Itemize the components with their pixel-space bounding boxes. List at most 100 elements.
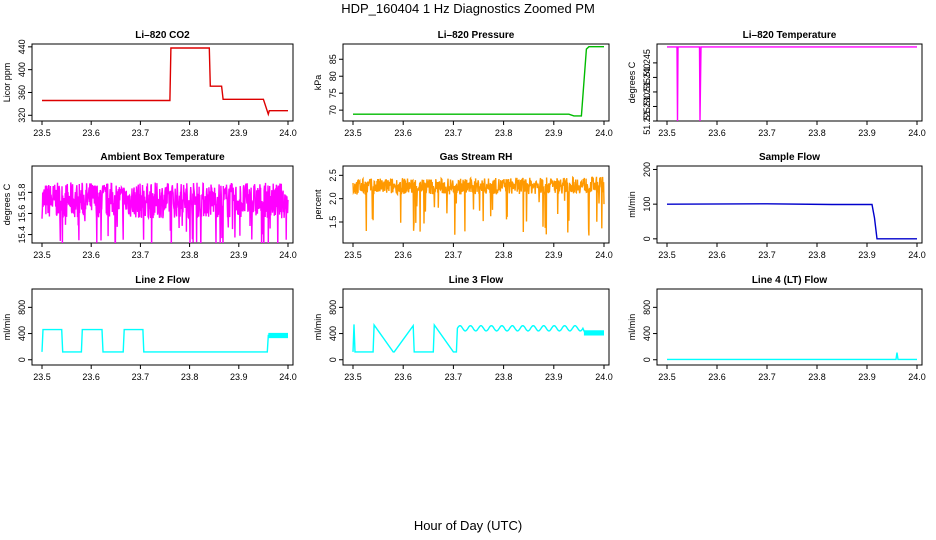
y-tick-label: 0 <box>642 236 652 241</box>
x-tick-label: 24.0 <box>595 128 613 138</box>
x-axis-caption: Hour of Day (UTC) <box>413 518 523 533</box>
x-tick-label: 23.6 <box>394 250 412 260</box>
panel-title: Li–820 CO2 <box>135 30 190 41</box>
y-tick-label: 440 <box>17 39 27 54</box>
chart-panel: Line 4 (LT) Flow 23.5 23.6 23.7 23.8 23.9 24.0… <box>627 275 926 382</box>
y-tick-label: 800 <box>328 300 338 315</box>
plot-frame <box>31 288 294 366</box>
y-tick-label: 80 <box>328 71 338 81</box>
x-tick-label: 23.8 <box>495 128 513 138</box>
chart-panel: Li–820 Temperature 23.5 23.6 23.7 23.8 23.9 24… <box>627 30 926 138</box>
series-line <box>666 203 917 240</box>
y-axis-label: degrees C <box>627 61 637 103</box>
series-line <box>667 352 917 361</box>
y-axis-label: ml/min <box>2 314 12 341</box>
y-tick-label: 800 <box>642 300 652 315</box>
x-tick-label: 23.9 <box>858 372 876 382</box>
x-tick-label: 24.0 <box>595 372 613 382</box>
x-tick-label: 23.7 <box>758 128 776 138</box>
series-line <box>41 328 288 353</box>
x-tick-label: 23.8 <box>181 372 199 382</box>
x-tick-label: 23.5 <box>658 372 676 382</box>
x-tick-label: 23.9 <box>230 128 248 138</box>
y-tick-label: 1.5 <box>328 216 338 229</box>
x-tick-label: 23.6 <box>708 372 726 382</box>
x-tick-label: 23.7 <box>445 372 463 382</box>
x-tick-label: 23.8 <box>808 128 826 138</box>
y-tick-label: 400 <box>642 326 652 341</box>
y-axis-label: degrees C <box>2 183 12 225</box>
panel-title: Line 3 Flow <box>449 275 504 286</box>
x-tick-label: 23.7 <box>132 372 150 382</box>
panel-title: Line 4 (LT) Flow <box>752 275 828 286</box>
series-line <box>352 322 604 353</box>
x-tick-label: 23.7 <box>445 128 463 138</box>
x-tick-label: 23.5 <box>33 250 51 260</box>
y-tick-label: 200 <box>642 162 652 177</box>
x-tick-label: 23.6 <box>82 250 100 260</box>
series-line <box>42 47 288 117</box>
y-tick-label: 75 <box>328 88 338 98</box>
figure-title: HDP_160404 1 Hz Diagnostics Zoomed PM <box>341 1 595 16</box>
x-tick-label: 23.8 <box>181 250 199 260</box>
y-tick-label: 0 <box>328 357 338 362</box>
y-axis-label: ml/min <box>627 314 637 341</box>
x-tick-label: 24.0 <box>908 128 926 138</box>
x-tick-label: 23.6 <box>82 128 100 138</box>
x-tick-label: 23.6 <box>394 128 412 138</box>
x-tick-label: 23.5 <box>658 250 676 260</box>
y-tick-label: 0 <box>17 357 27 362</box>
y-tick-label: 800 <box>17 300 27 315</box>
panel-title: Ambient Box Temperature <box>100 152 225 163</box>
series-line <box>667 46 917 121</box>
y-tick-label: 15.6 <box>17 205 27 223</box>
y-tick-label: 400 <box>328 326 338 341</box>
y-tick-label: 51.240 <box>642 64 652 92</box>
series-line <box>353 46 604 117</box>
y-tick-label: 320 <box>17 108 27 123</box>
x-tick-label: 23.8 <box>181 128 199 138</box>
y-tick-label: 400 <box>17 62 27 77</box>
x-tick-label: 23.5 <box>33 372 51 382</box>
x-tick-label: 23.5 <box>344 128 362 138</box>
y-tick-label: 51.235 <box>642 78 652 106</box>
x-tick-label: 23.9 <box>858 128 876 138</box>
y-tick-label: 2.0 <box>328 192 338 205</box>
chart-panel: Sample Flow 23.5 23.6 23.7 23.8 23.9 24.0 0 100 2… <box>627 152 926 260</box>
y-tick-label: 51.245 <box>642 49 652 77</box>
y-tick-label: 0 <box>642 357 652 362</box>
x-tick-label: 23.7 <box>758 372 776 382</box>
plot-frame <box>656 288 923 366</box>
x-tick-label: 23.6 <box>708 128 726 138</box>
y-axis-label: kPa <box>313 75 323 91</box>
series-line <box>41 182 289 243</box>
y-tick-label: 360 <box>17 85 27 100</box>
x-tick-label: 24.0 <box>279 372 297 382</box>
x-tick-label: 23.6 <box>394 372 412 382</box>
x-tick-label: 23.6 <box>708 250 726 260</box>
x-tick-label: 23.8 <box>495 250 513 260</box>
x-tick-label: 24.0 <box>595 250 613 260</box>
panel-title: Li–820 Temperature <box>743 30 837 41</box>
x-tick-label: 23.8 <box>808 372 826 382</box>
panel-title: Sample Flow <box>759 152 820 163</box>
chart-panel: Ambient Box Temperature 23.5 23.6 23.7 23.8 2… <box>2 152 297 260</box>
chart-panel: Li–820 CO2 23.5 23.6 23.7 23.8 23.9 24.0 320 360… <box>2 30 297 138</box>
x-tick-label: 23.7 <box>758 250 776 260</box>
plot-frame <box>31 165 294 244</box>
x-tick-label: 24.0 <box>279 128 297 138</box>
x-tick-label: 23.9 <box>230 250 248 260</box>
y-tick-label: 51.230 <box>642 93 652 121</box>
x-tick-label: 23.6 <box>82 372 100 382</box>
y-tick-label: 70 <box>328 105 338 115</box>
x-tick-label: 23.5 <box>33 128 51 138</box>
plot-frame <box>31 43 294 122</box>
plot-frame <box>342 43 610 122</box>
x-tick-label: 23.9 <box>545 250 563 260</box>
plot-frame <box>656 43 923 122</box>
series-line <box>352 175 605 236</box>
chart-panel: Gas Stream RH 23.5 23.6 23.7 23.8 23.9 24.0 1.5… <box>313 152 613 260</box>
x-tick-label: 23.9 <box>858 250 876 260</box>
y-tick-label: 100 <box>642 197 652 212</box>
panel-title: Line 2 Flow <box>135 275 190 286</box>
